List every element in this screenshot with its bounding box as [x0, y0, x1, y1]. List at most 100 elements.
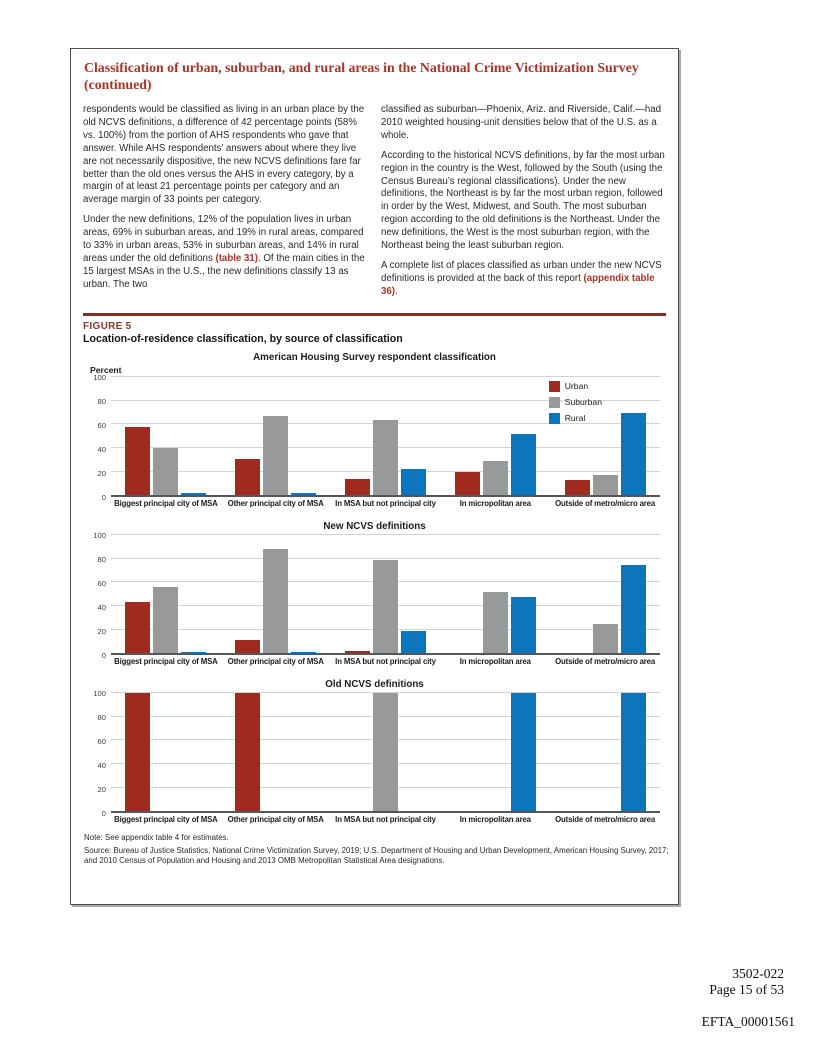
y-axis: 0 20 40 60 80 100 [89, 373, 111, 500]
y-tick-label: 40 [97, 444, 106, 454]
text-run: classified as suburban—Phoenix, Ariz. an… [381, 104, 662, 141]
x-category-label: Other principal city of MSA [227, 815, 324, 825]
bar-suburban [592, 475, 618, 496]
content-box: Classification of urban, suburban, and r… [70, 48, 679, 905]
y-tick-label: 100 [93, 530, 106, 540]
bar-group [550, 693, 660, 812]
chart-new-ncvs-definitions: New NCVS definitions 0 20 40 60 80 100 Bigges… [89, 521, 660, 666]
figure-divider-rule [83, 312, 666, 317]
y-tick-label: 0 [101, 808, 106, 818]
bar-suburban [372, 693, 398, 812]
chart-area: 0 20 40 60 80 100 [89, 689, 660, 816]
bar-suburban [372, 559, 398, 654]
x-category-label: Other principal city of MSA [227, 657, 324, 667]
y-tick-label: 60 [97, 420, 106, 430]
article-columns: respondents would be classified as livin… [83, 104, 666, 306]
legend-swatch-rural [548, 413, 560, 425]
paragraph: respondents would be classified as livin… [83, 104, 368, 207]
figure-title: Location-of-residence classification, by… [83, 333, 403, 346]
article-column-right: classified as suburban—Phoenix, Ariz. an… [381, 104, 666, 306]
y-tick-label: 100 [93, 372, 106, 382]
x-category-label: Outside of metro/micro area [555, 499, 656, 509]
x-category-label: Biggest principal city of MSA [114, 657, 218, 667]
chart-title: American Housing Survey respondent class… [253, 352, 496, 364]
page-number-label: Page 15 of 53 [709, 982, 784, 997]
y-tick-label: 0 [101, 492, 106, 502]
text-run: A complete list of places classified as … [381, 259, 662, 284]
x-category-label: Outside of metro/micro area [555, 657, 656, 667]
gridline [111, 399, 660, 401]
bar-rural [181, 652, 207, 654]
y-tick-label: 20 [97, 626, 106, 636]
legend-item: Urban [548, 381, 602, 393]
x-category-label: Biggest principal city of MSA [114, 499, 218, 509]
appendix-table-36-link[interactable]: (appendix table 36) [381, 272, 655, 297]
figure-source: Source: Bureau of Justice Statistics, Na… [84, 845, 669, 866]
chart-title: Old NCVS definitions [325, 679, 424, 691]
bar-urban [454, 471, 480, 496]
text-run: Under the new definitions, 12% of the po… [83, 214, 364, 264]
bar-group [440, 377, 550, 496]
y-tick-label: 40 [97, 602, 106, 612]
bar-urban [344, 478, 370, 496]
x-category-label: In MSA but not principal city [335, 657, 436, 667]
paragraph: Under the new definitions, 12% of the po… [83, 214, 368, 291]
chart-old-ncvs-definitions: Old NCVS definitions 0 20 40 60 80 100 Bigges… [89, 679, 660, 824]
chart-title: New NCVS definitions [323, 521, 426, 533]
bar-urban [564, 479, 590, 496]
x-category-label: Biggest principal city of MSA [114, 815, 218, 825]
figure-note: Note: See appendix table 4 for estimates… [84, 833, 229, 843]
y-tick-label: 60 [97, 736, 106, 746]
bar-suburban [263, 549, 289, 654]
x-category-label: In MSA but not principal city [335, 815, 436, 825]
bar-group [221, 377, 331, 496]
paragraph: According to the historical NCVS definit… [381, 150, 666, 253]
bar-group [440, 693, 550, 812]
y-tick-label: 20 [97, 784, 106, 794]
gridline [111, 534, 660, 536]
text-run: According to the historical NCVS definit… [381, 149, 665, 252]
paragraph: A complete list of places classified as … [381, 260, 666, 299]
bar-rural [291, 652, 317, 654]
legend-swatch-suburban [548, 397, 560, 409]
figure-label: FIGURE 5 [83, 321, 132, 333]
x-category-label: Outside of metro/micro area [555, 815, 656, 825]
legend-item: Suburban [548, 397, 602, 409]
bar-suburban [482, 460, 508, 496]
article-column-left: respondents would be classified as livin… [83, 104, 368, 306]
document-number: 3502-022 [732, 966, 784, 981]
bar-urban [235, 458, 261, 496]
bates-number: EFTA_00001561 [701, 1014, 795, 1029]
gridline [111, 692, 660, 694]
bar-rural [181, 492, 207, 496]
y-tick-label: 100 [93, 688, 106, 698]
bar-rural [620, 564, 646, 654]
plot-area: Urban Suburban Rural [111, 376, 660, 498]
x-axis-labels: Biggest principal city of MSA Other princ… [111, 815, 660, 824]
chart-ahs-respondent-classification: American Housing Survey respondent class… [89, 352, 660, 508]
plot-area [111, 692, 660, 814]
bar-urban [125, 602, 151, 654]
bar-urban [344, 650, 370, 654]
paragraph: classified as suburban—Phoenix, Ariz. an… [381, 104, 666, 143]
bar-rural [620, 412, 646, 496]
text-run: . Of the main cities in the 15 largest M… [83, 252, 365, 290]
chart-area: 0 20 40 60 80 100 Urban Suburban Rural [89, 373, 660, 500]
bar-group [111, 693, 221, 812]
y-axis-unit-label: Percent [90, 365, 122, 376]
bar-suburban [372, 419, 398, 496]
y-axis: 0 20 40 60 80 100 [89, 689, 111, 816]
page-title: Classification of urban, suburban, and r… [84, 60, 639, 92]
chart-area: 0 20 40 60 80 100 [89, 531, 660, 658]
bar-group [111, 535, 221, 654]
bar-suburban [263, 416, 289, 496]
table-31-link[interactable]: (table 31) [215, 252, 259, 264]
bar-group [221, 693, 331, 812]
y-tick-label: 80 [97, 712, 106, 722]
bar-urban [235, 640, 261, 654]
bar-rural [510, 693, 536, 812]
x-category-label: Other principal city of MSA [227, 499, 324, 509]
x-category-label: In micropolitan area [459, 657, 531, 667]
y-tick-label: 60 [97, 578, 106, 588]
